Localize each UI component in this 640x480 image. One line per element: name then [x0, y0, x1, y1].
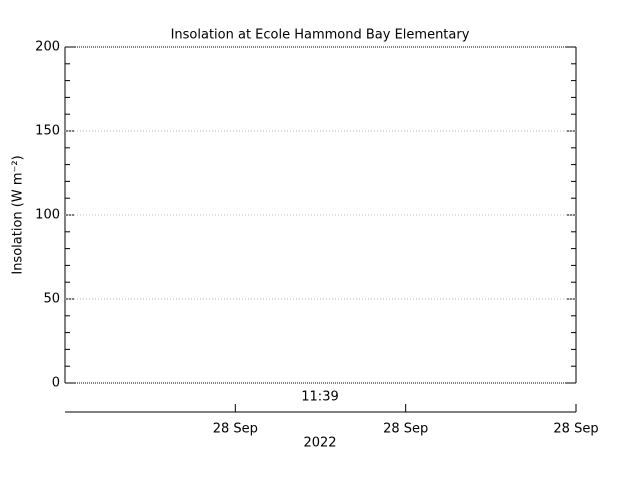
x-tick-label: 28 Sep	[213, 422, 258, 437]
y-tick-label: 150	[35, 124, 60, 139]
x-annotation: 11:39	[301, 390, 338, 405]
x-tick-label: 28 Sep	[383, 422, 428, 437]
y-axis-label: Insolation (W m⁻²)	[11, 155, 26, 274]
y-tick-label: 0	[52, 376, 60, 391]
y-tick-label: 50	[43, 292, 60, 307]
x-axis-label: 2022	[303, 436, 336, 451]
y-tick-label: 200	[35, 40, 60, 55]
y-tick-label: 100	[35, 208, 60, 223]
chart-title: Insolation at Ecole Hammond Bay Elementa…	[171, 28, 470, 43]
x-tick-label: 28 Sep	[553, 422, 598, 437]
